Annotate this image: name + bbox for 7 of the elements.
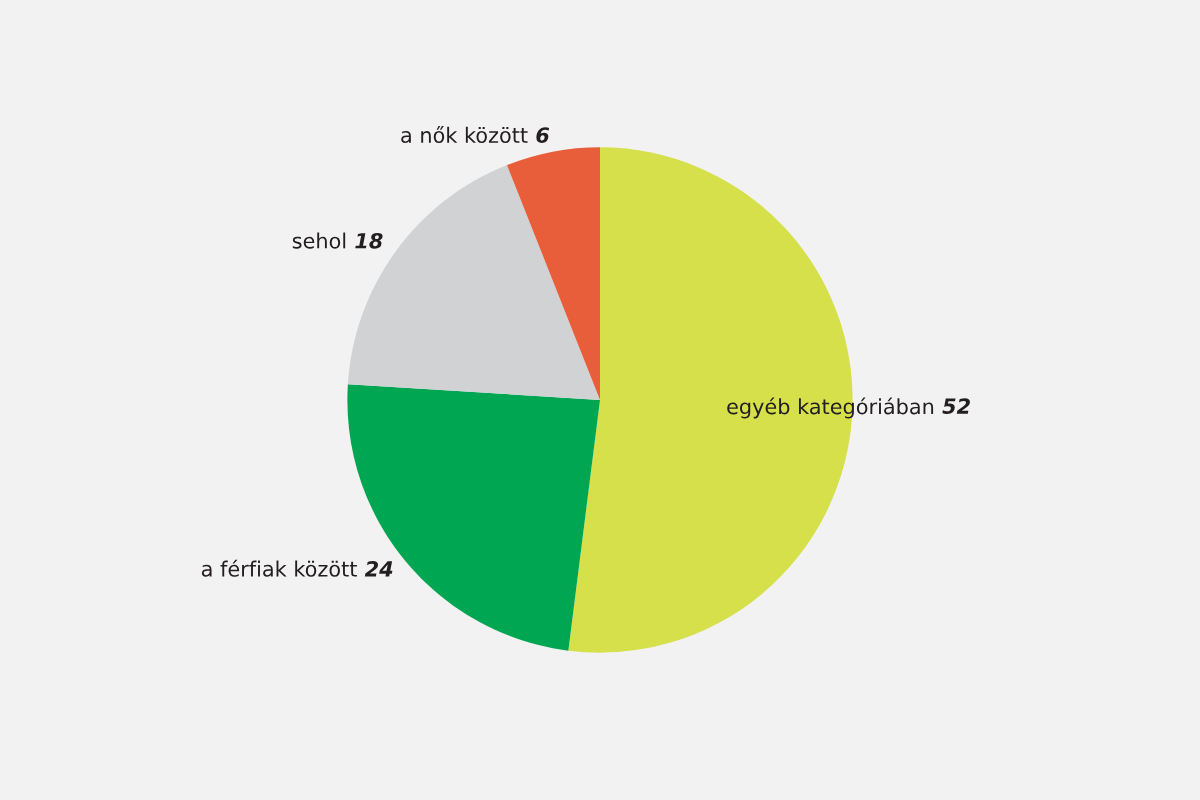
data-label: 6 — [536, 127, 550, 144]
slice-label: sehol — [292, 232, 346, 249]
slice-label: a férfiak között — [201, 559, 357, 577]
data-label: 52 — [942, 398, 970, 414]
slice-label: a nők között — [401, 126, 528, 143]
data-label: 18 — [355, 232, 383, 249]
data-label: 24 — [364, 560, 393, 577]
